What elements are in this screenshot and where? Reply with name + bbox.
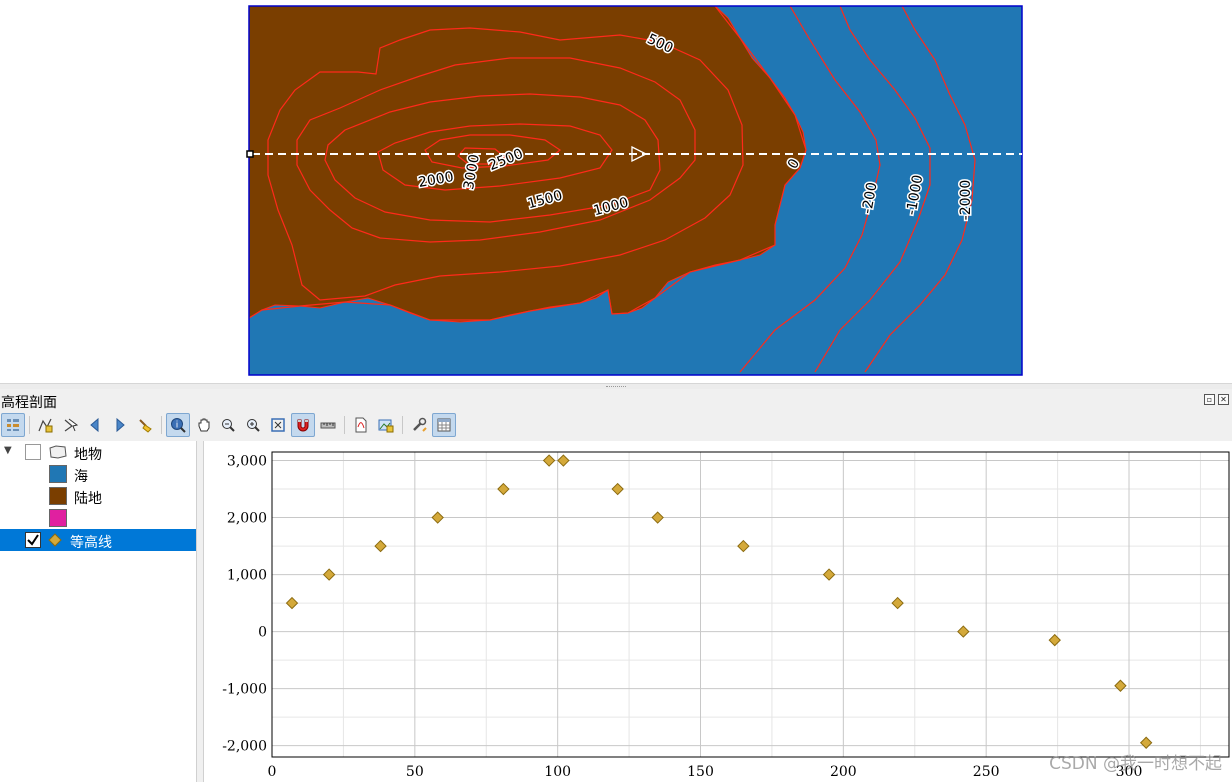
float-icon[interactable]: ▫ [1204,394,1215,405]
identify-icon[interactable]: i [166,413,190,437]
export-pdf-icon[interactable] [349,413,373,437]
expand-arrow-icon[interactable]: ▼ [4,445,12,456]
x-tick-label: 200 [830,764,857,780]
contour-2000 [377,123,613,191]
x-tick-label: 300 [1116,764,1143,780]
tree-resize-handle[interactable] [197,441,203,782]
export-image-icon[interactable] [374,413,398,437]
tree-class-row: 海 [0,463,196,485]
previous-icon[interactable] [83,413,107,437]
layer-tree-icon[interactable] [1,413,25,437]
profile-point[interactable] [957,625,970,638]
measure-icon[interactable] [316,413,340,437]
y-tick-label: 3,000 [227,454,267,470]
profile-layer-tree: ▼ 地物 海 陆地 等高线 [0,441,197,782]
contour-1000 [296,57,696,243]
profile-point[interactable] [822,568,836,581]
profile-point[interactable] [557,454,570,467]
profile-point[interactable] [737,539,750,553]
profile-point[interactable] [374,539,387,553]
tree-class-row [0,507,196,529]
profile-point[interactable] [651,511,664,524]
capture-curve-from-feature-icon[interactable] [59,413,83,437]
contour-0 [249,6,807,321]
svg-text:i: i [176,421,179,431]
clear-icon[interactable] [133,413,157,437]
profile-point[interactable] [1048,633,1061,647]
contour-3000 [457,147,507,165]
y-tick-label: 2,000 [227,511,267,527]
snap-magnet-icon[interactable] [291,413,315,437]
contour-label: -2000 [958,180,974,221]
contour-2500 [424,134,562,169]
x-tick-label: 50 [406,764,424,780]
capture-curve-icon[interactable] [33,413,57,437]
y-tick-label: 0 [258,625,267,641]
reset-view-icon[interactable] [266,413,290,437]
next-icon[interactable] [108,413,132,437]
zoom-icon[interactable] [241,413,265,437]
zoom-x-icon[interactable] [216,413,240,437]
x-tick-label: 250 [973,764,1000,780]
profile-toolbar: i [0,411,1232,439]
dock-title: 高程剖面 [1,395,57,411]
tree-group-label: 地物 [74,447,102,463]
group-checkbox[interactable] [25,444,41,460]
contour-layer-checkbox[interactable] [25,532,41,548]
pan-icon[interactable] [192,413,216,437]
contour-1500 [324,93,661,223]
contour-500 [267,27,744,301]
profile-point[interactable] [1114,679,1127,692]
settings-icon[interactable] [407,413,431,437]
profile-point[interactable] [891,596,904,610]
profile-point[interactable] [322,568,336,581]
elevation-profile-chart[interactable]: 0 50 100 150 200 250 300 3,000 2,000 1,000 0 -1,000… [203,441,1232,782]
contour-minus-1000 [814,6,931,373]
tree-class-label: 海 [74,469,88,485]
watermark: CSDN @我一时想不起 [1049,754,1222,774]
contour-minus-2000 [864,6,976,373]
polygon-layer-icon [49,445,67,459]
elevation-profile-dock: 高程剖面 ▫ ✕ i [0,389,1232,782]
x-tick-label: 100 [544,764,571,780]
table-icon[interactable] [432,413,456,437]
tree-group-row[interactable]: ▼ 地物 [0,441,196,463]
class-swatch-land [49,487,67,505]
y-tick-label: -2,000 [222,739,267,755]
tree-contour-layer-row[interactable]: 等高线 [0,529,196,551]
tree-class-label: 陆地 [74,491,102,507]
profile-line-start-vertex[interactable] [246,150,254,158]
x-tick-label: 150 [687,764,714,780]
dock-title-bar[interactable]: 高程剖面 ▫ ✕ [0,389,1232,411]
profile-point[interactable] [611,482,624,496]
panel-splitter[interactable] [0,383,1232,389]
profile-point[interactable] [431,511,444,524]
close-icon[interactable]: ✕ [1218,394,1229,405]
map-frame [248,5,1023,376]
class-swatch-other [49,509,67,527]
y-tick-label: 1,000 [227,568,267,584]
contour-minus-200 [739,6,881,373]
profile-point[interactable] [1139,736,1153,749]
profile-point[interactable] [497,482,510,496]
y-tick-label: -1,000 [222,682,267,698]
tree-contour-layer-label: 等高线 [70,535,112,551]
diamond-marker-icon [48,533,62,547]
profile-point[interactable] [285,596,299,610]
profile-plot[interactable]: 0 50 100 150 200 250 300 3,000 2,000 1,000 0 -1,000… [204,441,1232,782]
x-tick-label: 0 [268,764,277,780]
tree-class-row: 陆地 [0,485,196,507]
map-canvas[interactable]: 500 2500 3000 2000 1500 1000 0 -200 -1000 -2000 [0,0,1232,383]
profile-point[interactable] [542,454,556,467]
profile-direction-arrow-icon [631,145,648,163]
plot-frame [271,451,1230,758]
class-swatch-sea [49,465,67,483]
